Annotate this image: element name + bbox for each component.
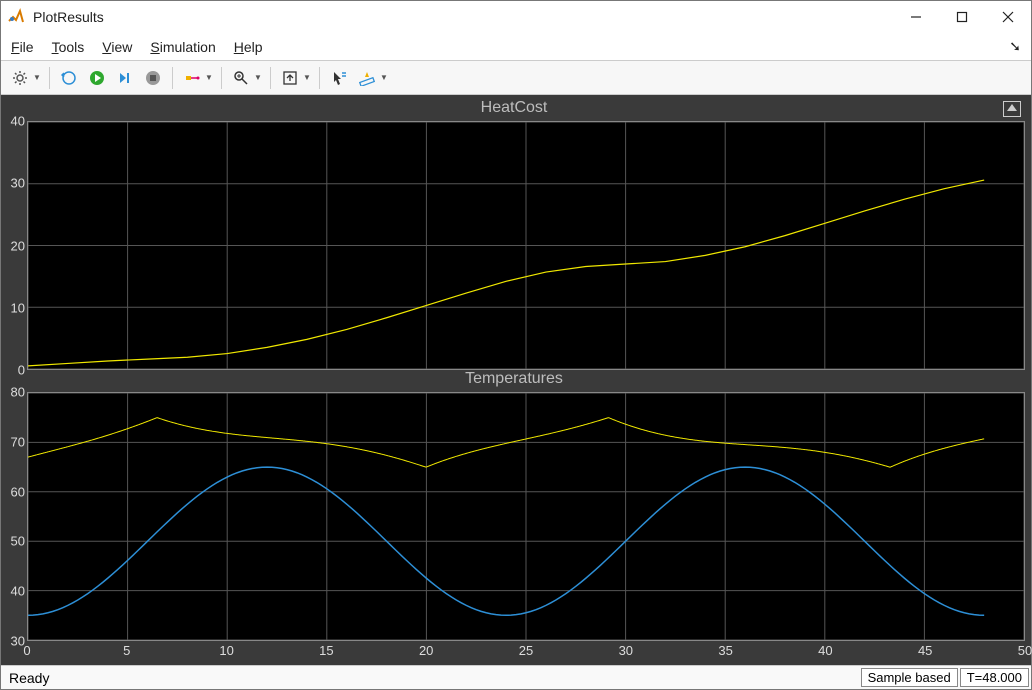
xtick-label: 10: [219, 643, 233, 658]
xtick-label: 45: [918, 643, 932, 658]
subplot-temperatures: Temperatures 304050607080: [3, 370, 1025, 641]
ytick-label: 60: [11, 484, 25, 499]
ruler-icon[interactable]: [354, 65, 380, 91]
ytick-label: 80: [11, 385, 25, 400]
step-forward-icon[interactable]: [112, 65, 138, 91]
cursor-measure-icon[interactable]: [326, 65, 352, 91]
ytick-label: 20: [11, 238, 25, 253]
xtick-label: 0: [23, 643, 30, 658]
xtick-label: 40: [818, 643, 832, 658]
ytick-label: 70: [11, 434, 25, 449]
zoom-icon[interactable]: [228, 65, 254, 91]
run-icon[interactable]: [84, 65, 110, 91]
scope-expand-icon[interactable]: [1003, 101, 1021, 117]
window-minimize-button[interactable]: [893, 1, 939, 33]
plot-canvas[interactable]: [27, 121, 1025, 370]
series-heat-cost: [28, 180, 984, 366]
rewind-icon[interactable]: [56, 65, 82, 91]
config-gear-icon-dropdown[interactable]: ▼: [33, 73, 41, 82]
ytick-label: 40: [11, 584, 25, 599]
autoscale-icon[interactable]: [277, 65, 303, 91]
matlab-app-icon: [7, 8, 25, 26]
config-gear-icon[interactable]: [7, 65, 33, 91]
menu-help[interactable]: Help: [234, 39, 263, 55]
xaxis: 05101520253035404550: [27, 641, 1025, 663]
xtick-label: 5: [123, 643, 130, 658]
xtick-label: 15: [319, 643, 333, 658]
ytick-label: 30: [11, 176, 25, 191]
status-mode: Sample based: [861, 668, 958, 687]
window-close-button[interactable]: [985, 1, 1031, 33]
menu-tools[interactable]: Tools: [52, 39, 85, 55]
menu-view[interactable]: View: [102, 39, 132, 55]
yaxis: 010203040: [3, 121, 27, 370]
stop-icon[interactable]: [140, 65, 166, 91]
status-time: T=48.000: [960, 668, 1029, 687]
xtick-label: 20: [419, 643, 433, 658]
window-maximize-button[interactable]: [939, 1, 985, 33]
menu-file[interactable]: File: [11, 39, 34, 55]
ytick-label: 0: [18, 363, 25, 378]
menubar-overflow-icon[interactable]: ➘: [1009, 38, 1021, 55]
xtick-label: 25: [519, 643, 533, 658]
highlight-signal-icon[interactable]: [179, 65, 205, 91]
subplot-heatcost: HeatCost 010203040: [3, 99, 1025, 370]
ytick-label: 40: [11, 114, 25, 129]
statusbar: Ready Sample based T=48.000: [1, 665, 1031, 689]
yaxis: 304050607080: [3, 392, 27, 641]
status-text: Ready: [1, 670, 861, 686]
app-window: PlotResults File Tools View Simulation H…: [0, 0, 1032, 690]
toolbar: ▼ ▼ ▼ ▼ ▼: [1, 61, 1031, 95]
xtick-label: 30: [619, 643, 633, 658]
titlebar: PlotResults: [1, 1, 1031, 33]
subplot-title: Temperatures: [3, 370, 1025, 392]
subplot-title: HeatCost: [3, 99, 1025, 121]
ruler-icon-dropdown[interactable]: ▼: [380, 73, 388, 82]
highlight-signal-icon-dropdown[interactable]: ▼: [205, 73, 213, 82]
xtick-label: 50: [1018, 643, 1032, 658]
plot-canvas[interactable]: [27, 392, 1025, 641]
xaxis-row: 05101520253035404550: [3, 641, 1025, 663]
autoscale-icon-dropdown[interactable]: ▼: [303, 73, 311, 82]
ytick-label: 10: [11, 300, 25, 315]
ytick-label: 50: [11, 534, 25, 549]
menubar: File Tools View Simulation Help ➘: [1, 33, 1031, 61]
window-title: PlotResults: [33, 9, 104, 25]
scope-area: HeatCost 010203040 Temperatures 30405060…: [1, 95, 1031, 665]
menu-simulation[interactable]: Simulation: [150, 39, 215, 55]
xtick-label: 35: [718, 643, 732, 658]
zoom-icon-dropdown[interactable]: ▼: [254, 73, 262, 82]
